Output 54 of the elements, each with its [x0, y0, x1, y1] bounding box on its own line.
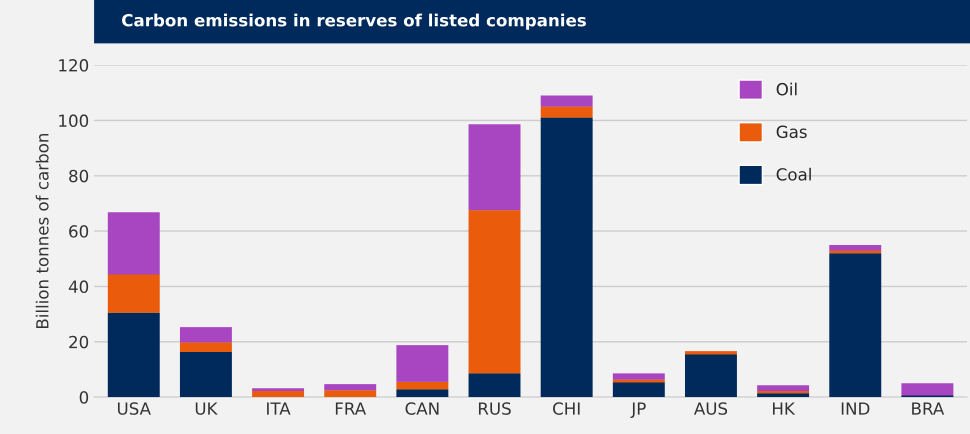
bar	[324, 384, 376, 390]
bar	[468, 373, 520, 398]
bar	[180, 327, 232, 342]
x-tick-label: USA	[118, 402, 151, 415]
bar	[108, 212, 160, 275]
bar	[540, 96, 593, 107]
x-tick-label: JP	[630, 402, 646, 418]
y-axis-title: Billion tonnes of carbon	[36, 134, 49, 328]
legend-label: Gas	[776, 125, 807, 138]
bar	[829, 250, 882, 254]
legend-label: Coal	[776, 168, 811, 181]
chart-title: Carbon emissions in reserves of listed companies	[122, 14, 586, 30]
y-tick-label: 120	[59, 59, 88, 72]
bar	[612, 380, 665, 382]
bar	[829, 244, 882, 250]
y-tick-label: 20	[69, 336, 88, 348]
x-tick-label: HK	[773, 402, 796, 415]
bar	[757, 385, 810, 392]
bar	[684, 351, 737, 354]
x-tick-label: RUS	[478, 402, 511, 415]
bar	[468, 210, 520, 374]
y-tick-label: 0	[80, 391, 88, 404]
bar	[396, 389, 448, 398]
bar	[901, 383, 954, 396]
x-tick-label: FRA	[336, 402, 366, 415]
y-tick-label: 40	[68, 280, 88, 294]
x-tick-label: IND	[842, 402, 870, 415]
bar	[108, 312, 160, 398]
x-tick-label: ITA	[267, 402, 291, 415]
bar	[324, 390, 376, 398]
bar	[252, 388, 304, 392]
x-tick-label: CHI	[553, 402, 580, 415]
y-tick-label: 60	[69, 225, 88, 238]
bar	[540, 106, 593, 118]
x-tick-label: CAN	[406, 402, 438, 415]
bar	[757, 393, 810, 398]
legend-label: Oil	[776, 82, 797, 96]
x-tick-label: AUS	[694, 402, 728, 415]
bar	[468, 124, 520, 210]
x-tick-label: BRA	[912, 402, 944, 415]
bar	[612, 382, 665, 398]
bar	[396, 382, 448, 390]
bar	[684, 354, 737, 398]
y-tick-label: 100	[59, 114, 88, 128]
bar	[396, 345, 448, 382]
bar	[252, 391, 304, 398]
bar	[180, 352, 232, 398]
bar	[540, 118, 593, 398]
bar	[180, 342, 232, 352]
x-tick-label: UK	[196, 402, 218, 415]
y-tick-label: 80	[69, 170, 88, 182]
bar	[108, 274, 160, 313]
bar	[829, 253, 882, 398]
bar	[612, 373, 665, 380]
